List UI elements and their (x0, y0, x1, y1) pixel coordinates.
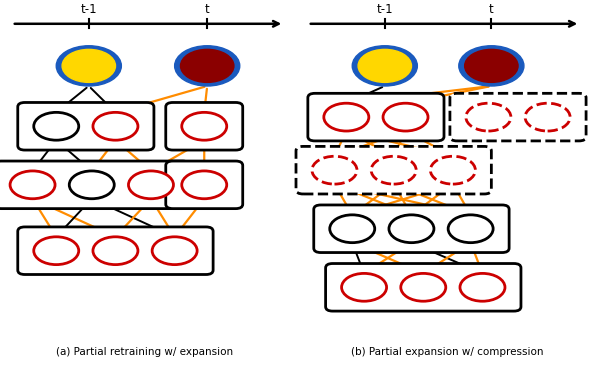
FancyBboxPatch shape (0, 161, 189, 209)
FancyBboxPatch shape (166, 161, 243, 209)
Circle shape (128, 171, 173, 199)
Circle shape (181, 49, 234, 82)
FancyBboxPatch shape (450, 93, 586, 141)
Text: t-1: t-1 (81, 3, 97, 16)
Text: (a) Partial retraining w/ expansion: (a) Partial retraining w/ expansion (56, 347, 234, 357)
Circle shape (389, 215, 434, 243)
Circle shape (152, 237, 197, 265)
Circle shape (312, 156, 357, 184)
Circle shape (466, 103, 511, 131)
FancyBboxPatch shape (314, 205, 509, 253)
Text: t-1: t-1 (377, 3, 393, 16)
FancyBboxPatch shape (296, 146, 491, 194)
Text: t: t (205, 3, 210, 16)
Circle shape (352, 46, 417, 86)
FancyBboxPatch shape (308, 93, 444, 141)
Circle shape (330, 215, 375, 243)
Circle shape (401, 273, 446, 301)
Circle shape (525, 103, 570, 131)
Circle shape (93, 112, 138, 140)
Circle shape (56, 46, 121, 86)
Circle shape (465, 49, 518, 82)
Circle shape (34, 112, 79, 140)
Circle shape (371, 156, 416, 184)
Circle shape (448, 215, 493, 243)
Circle shape (459, 46, 524, 86)
FancyBboxPatch shape (18, 102, 154, 150)
Circle shape (460, 273, 505, 301)
Circle shape (10, 171, 55, 199)
Circle shape (383, 103, 428, 131)
Circle shape (342, 273, 387, 301)
Circle shape (69, 171, 114, 199)
Circle shape (430, 156, 475, 184)
Circle shape (93, 237, 138, 265)
Text: (b) Partial expansion w/ compression: (b) Partial expansion w/ compression (350, 347, 543, 357)
Circle shape (34, 237, 79, 265)
Circle shape (182, 171, 227, 199)
FancyBboxPatch shape (166, 102, 243, 150)
FancyBboxPatch shape (326, 264, 521, 311)
Circle shape (358, 49, 411, 82)
Circle shape (182, 112, 227, 140)
Text: t: t (489, 3, 494, 16)
Circle shape (175, 46, 240, 86)
Circle shape (324, 103, 369, 131)
FancyBboxPatch shape (18, 227, 213, 274)
Circle shape (62, 49, 115, 82)
